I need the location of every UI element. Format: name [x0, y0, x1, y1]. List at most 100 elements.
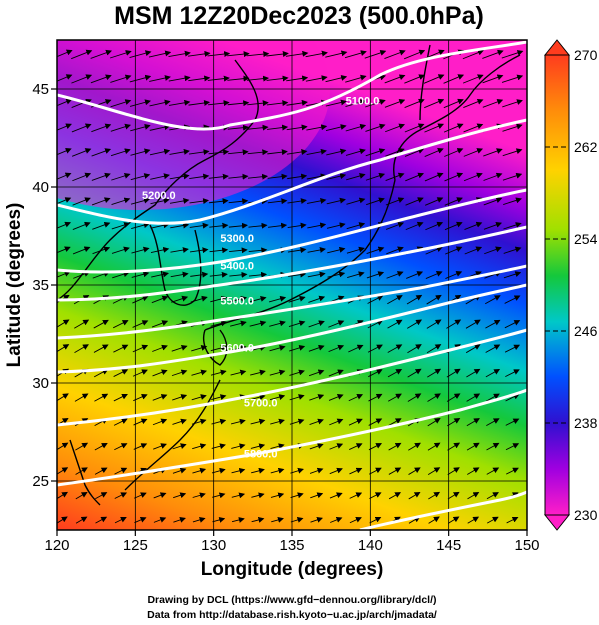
wind-arrow	[172, 394, 188, 401]
wind-arrow	[387, 295, 403, 305]
credit-drawing: Drawing by DCL (https://www.gfd−dennou.o…	[147, 594, 436, 606]
wind-arrow	[465, 319, 481, 329]
wind-arrow	[285, 50, 309, 57]
wind-arrow	[463, 123, 484, 133]
contour-label: 5100.0	[346, 96, 380, 108]
wind-arrow	[427, 442, 441, 451]
wind-arrow	[348, 393, 364, 402]
wind-arrow	[152, 369, 168, 377]
wind-arrow	[71, 123, 92, 133]
wind-arrow	[403, 49, 426, 60]
wind-arrow	[92, 221, 111, 230]
wind-arrow	[112, 271, 130, 279]
colorbar-tick-label: 238	[574, 415, 598, 431]
wind-arrow	[191, 369, 208, 376]
wind-arrow	[229, 247, 248, 254]
wind-arrow	[57, 49, 73, 58]
wind-arrow	[424, 98, 445, 109]
wind-arrow	[267, 124, 289, 131]
wind-arrow	[306, 148, 327, 155]
wind-arrow	[466, 418, 480, 427]
wind-arrow	[95, 492, 108, 500]
wind-arrow	[346, 246, 365, 254]
wind-arrow	[328, 394, 344, 401]
wind-arrow	[444, 197, 463, 206]
y-tick-label: 40	[32, 179, 49, 196]
wind-arrow	[153, 492, 167, 499]
wind-arrow	[152, 394, 168, 401]
wind-arrow	[345, 123, 367, 132]
wind-arrow	[231, 443, 246, 450]
contour-label: 5700.0	[244, 398, 278, 410]
wind-arrow	[210, 320, 228, 327]
wind-arrow	[270, 418, 285, 425]
wind-arrow	[506, 517, 519, 524]
wind-arrow	[173, 517, 186, 523]
wind-arrow	[425, 271, 443, 279]
wind-arrow	[228, 222, 248, 229]
wind-arrow	[131, 271, 150, 278]
height-contours	[57, 40, 527, 530]
wind-arrow	[328, 344, 345, 353]
wind-arrow	[90, 49, 113, 59]
wind-arrow	[150, 222, 170, 229]
wind-arrow	[428, 516, 440, 524]
wind-arrow	[111, 246, 130, 254]
wind-arrow	[424, 148, 444, 157]
wind-arrow	[190, 271, 209, 278]
contour-label: 5500.0	[220, 296, 254, 308]
wind-arrow	[74, 393, 89, 402]
wind-arrow	[131, 246, 150, 254]
wind-arrow	[407, 344, 422, 354]
wind-arrow	[385, 123, 406, 133]
wind-arrow	[502, 172, 523, 181]
wind-arrow	[387, 319, 403, 329]
wind-arrow	[483, 221, 503, 230]
wind-arrow	[230, 418, 246, 425]
wind-arrow	[425, 246, 443, 255]
wind-arrow	[270, 492, 285, 499]
wind-arrow	[385, 148, 405, 157]
colorbar-ticks: 270 262 254 246 238 230	[545, 47, 598, 523]
wind-arrow	[310, 517, 323, 523]
wind-arrow	[407, 368, 422, 378]
wind-arrow	[444, 172, 464, 182]
wind-arrow	[288, 320, 306, 328]
wind-arrow	[248, 222, 268, 229]
wind-arrow	[57, 123, 72, 131]
wind-arrow	[266, 51, 289, 57]
wind-arrow	[482, 49, 504, 59]
wind-arrow	[170, 271, 189, 278]
wind-arrow	[443, 74, 465, 84]
wind-arrow	[503, 222, 522, 230]
wind-arrow	[57, 246, 71, 254]
wind-arrow	[191, 394, 207, 401]
wind-arrow	[288, 295, 306, 303]
wind-arrow	[366, 271, 385, 279]
wind-arrow	[57, 74, 73, 82]
wind-arrow	[425, 221, 444, 231]
wind-arrow	[346, 197, 366, 205]
wind-arrow	[502, 99, 523, 108]
wind-arrow	[150, 197, 170, 205]
wind-arrow	[130, 148, 151, 156]
wind-arrow	[486, 442, 500, 451]
y-tick-label: 35	[32, 277, 49, 294]
wind-arrow	[485, 369, 501, 378]
wind-arrow	[191, 345, 208, 352]
wind-arrow	[129, 99, 151, 107]
wind-arrow	[385, 221, 405, 230]
wind-arrow	[249, 320, 267, 327]
wind-arrow	[330, 517, 343, 523]
x-tick-label: 120	[44, 537, 69, 554]
wind-arrow	[227, 100, 250, 107]
wind-arrow	[349, 467, 363, 475]
wind-arrow	[386, 271, 404, 279]
x-tick-label: 130	[201, 537, 226, 554]
colorbar-tick-label: 230	[574, 507, 598, 523]
wind-arrow	[406, 294, 423, 305]
colorbar: 270 262 254 246 238 230	[543, 39, 598, 531]
wind-arrow	[368, 443, 383, 451]
wind-arrow	[486, 418, 500, 427]
wind-arrow	[326, 222, 346, 229]
